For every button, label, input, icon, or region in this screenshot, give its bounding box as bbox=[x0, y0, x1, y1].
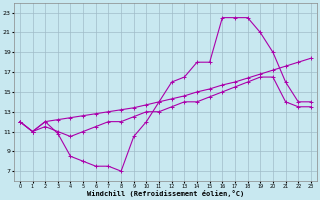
X-axis label: Windchill (Refroidissement éolien,°C): Windchill (Refroidissement éolien,°C) bbox=[87, 190, 244, 197]
